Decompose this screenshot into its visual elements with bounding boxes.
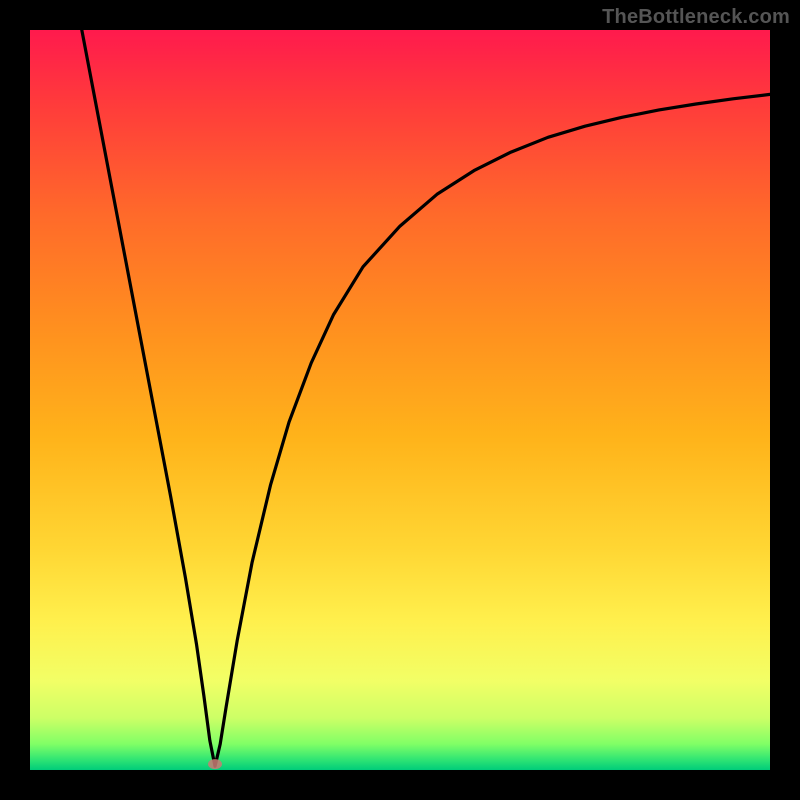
chart-svg [30,30,770,770]
gradient-background [30,30,770,770]
minimum-marker [208,759,222,769]
plot-area [30,30,770,770]
watermark-label: TheBottleneck.com [602,6,790,29]
chart-container: TheBottleneck.com [0,0,800,800]
